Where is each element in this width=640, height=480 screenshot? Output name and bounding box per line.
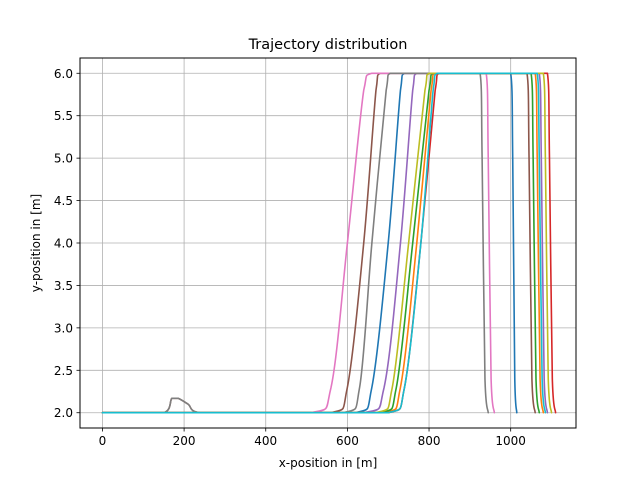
y-axis-label: y-position in [m]: [29, 194, 43, 292]
y-tick-label: 2.0: [54, 406, 73, 420]
y-tick-label: 4.0: [54, 237, 73, 251]
y-tick-label: 5.5: [54, 109, 73, 123]
x-tick-label: 0: [99, 434, 107, 448]
trajectory-line-10: [101, 72, 547, 414]
y-tick-label: 5.0: [54, 152, 73, 166]
x-tick-label: 600: [336, 434, 359, 448]
trajectory-line-1: [101, 72, 518, 414]
series-lines: [101, 72, 557, 414]
y-tick-label: 3.0: [54, 321, 73, 335]
x-tick-label: 1000: [495, 434, 526, 448]
x-tick-label: 200: [173, 434, 196, 448]
y-tick-label: 6.0: [54, 67, 73, 81]
x-tick-label: 400: [254, 434, 277, 448]
trajectory-line-8: [101, 72, 490, 414]
x-tick-label: 800: [418, 434, 441, 448]
y-tick-label: 4.5: [54, 194, 73, 208]
axis-ticks: 0 200 400 600 800 1000 2.0 2.5 3.0 3.5 4.0 4.5 5.0 5.…: [54, 67, 526, 448]
y-tick-label: 3.5: [54, 279, 73, 293]
x-axis-label: x-position in [m]: [279, 456, 378, 470]
grid: [80, 58, 576, 428]
chart-title: Trajectory distribution: [248, 37, 408, 53]
trajectory-line-7: [101, 72, 496, 414]
y-tick-label: 2.5: [54, 364, 73, 378]
